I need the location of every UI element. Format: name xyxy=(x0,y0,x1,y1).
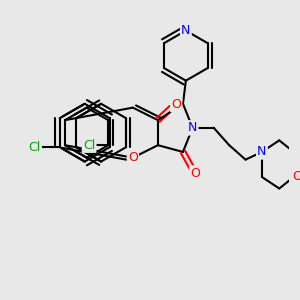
Text: N: N xyxy=(188,122,197,134)
Text: O: O xyxy=(128,151,138,164)
Text: O: O xyxy=(292,170,300,184)
Text: O: O xyxy=(171,98,181,111)
Text: N: N xyxy=(181,24,190,37)
Text: Cl: Cl xyxy=(83,139,95,152)
Text: O: O xyxy=(190,167,200,180)
Text: Cl: Cl xyxy=(28,141,41,154)
Text: N: N xyxy=(257,146,267,158)
